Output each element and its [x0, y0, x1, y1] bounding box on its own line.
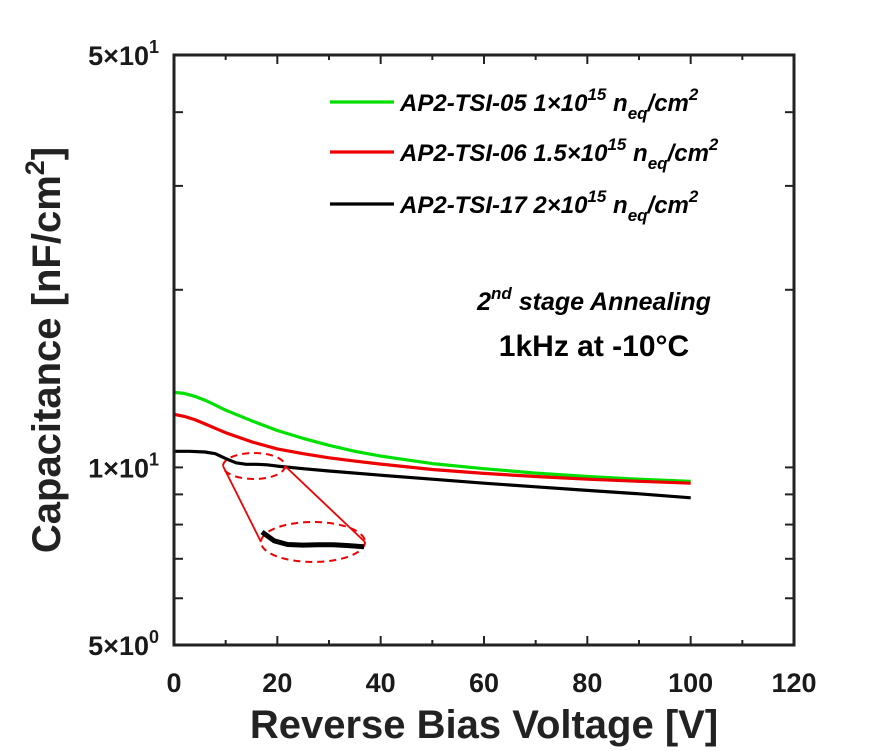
y-axis-title-main: Capacitance [nF/cm	[25, 175, 69, 553]
annotation-annealing-stage: 2nd stage Annealing	[476, 284, 711, 316]
zoom-inset	[222, 452, 366, 563]
x-tick-label: 60	[469, 668, 499, 698]
series-line-1	[173, 390, 691, 483]
plot-frame	[172, 53, 796, 647]
series-line-2	[173, 412, 691, 485]
y-tick-label: 1×101	[88, 449, 159, 483]
y-tick-label: 5×101	[88, 37, 159, 71]
x-tick-label: 80	[572, 668, 602, 698]
annotation-stage-number: 2	[476, 288, 491, 316]
x-tick-label: 20	[262, 668, 292, 698]
legend-label-unit: n	[626, 140, 647, 167]
legend-label-3: AP2-TSI-17 2×1015 neq/cm2	[399, 187, 699, 225]
annotation-measurement-condition: 1kHz at -10°C	[499, 330, 689, 363]
legend-label-exponent: 15	[587, 85, 606, 104]
legend-label-unit-tail: /cm	[647, 192, 689, 219]
annotation-stage-superscript: nd	[491, 284, 512, 303]
y-tick-mantissa: 1×10	[88, 453, 149, 483]
y-tick-exponent: 0	[149, 627, 159, 647]
x-tick-label: 0	[166, 668, 181, 698]
legend-label-base: AP2-TSI-06 1.5×10	[399, 140, 608, 167]
y-tick-exponent: 1	[149, 37, 159, 57]
x-tick-label: 100	[668, 668, 713, 698]
zoom-connector-left	[222, 465, 262, 543]
zoom-inset-curve	[260, 529, 365, 550]
y-tick-mantissa: 5×10	[88, 41, 149, 71]
legend-label-unit-tail: /cm	[667, 140, 709, 167]
legend-label-1: AP2-TSI-05 1×1015 neq/cm2	[399, 85, 699, 123]
annotation-stage-text: stage Annealing	[512, 288, 711, 316]
legend-label-base: AP2-TSI-17 2×10	[399, 192, 588, 219]
legend-label-base: AP2-TSI-05 1×10	[399, 90, 588, 117]
y-tick-mantissa: 5×10	[88, 631, 149, 661]
x-axis-title: Reverse Bias Voltage [V]	[250, 703, 718, 747]
data-series	[173, 390, 691, 500]
legend-label-unit-superscript: 2	[688, 85, 699, 104]
x-tick-label: 40	[366, 668, 396, 698]
legend-label-unit-tail: /cm	[647, 90, 689, 117]
y-axis-title: Capacitance [nF/cm2]	[20, 147, 69, 553]
legend-label-unit: n	[606, 192, 627, 219]
y-axis-title-suffix: ]	[25, 147, 69, 160]
legend-label-exponent: 15	[587, 187, 606, 206]
legend-label-unit-subscript: eq	[628, 206, 648, 225]
y-axis-title-superscript: 2	[20, 160, 50, 175]
legend-label-unit-subscript: eq	[628, 104, 648, 123]
legend-label-exponent: 15	[607, 135, 626, 154]
legend-label-2: AP2-TSI-06 1.5×1015 neq/cm2	[399, 135, 719, 173]
legend-label-unit-superscript: 2	[688, 187, 699, 206]
y-tick-label: 5×100	[88, 627, 159, 661]
series-line-3	[174, 449, 691, 500]
y-tick-exponent: 1	[149, 449, 159, 469]
legend-label-unit-superscript: 2	[708, 135, 719, 154]
legend-label-unit-subscript: eq	[648, 154, 668, 173]
legend-label-unit: n	[606, 90, 627, 117]
zoom-connector-right	[284, 465, 366, 543]
x-tick-label: 120	[771, 668, 816, 698]
